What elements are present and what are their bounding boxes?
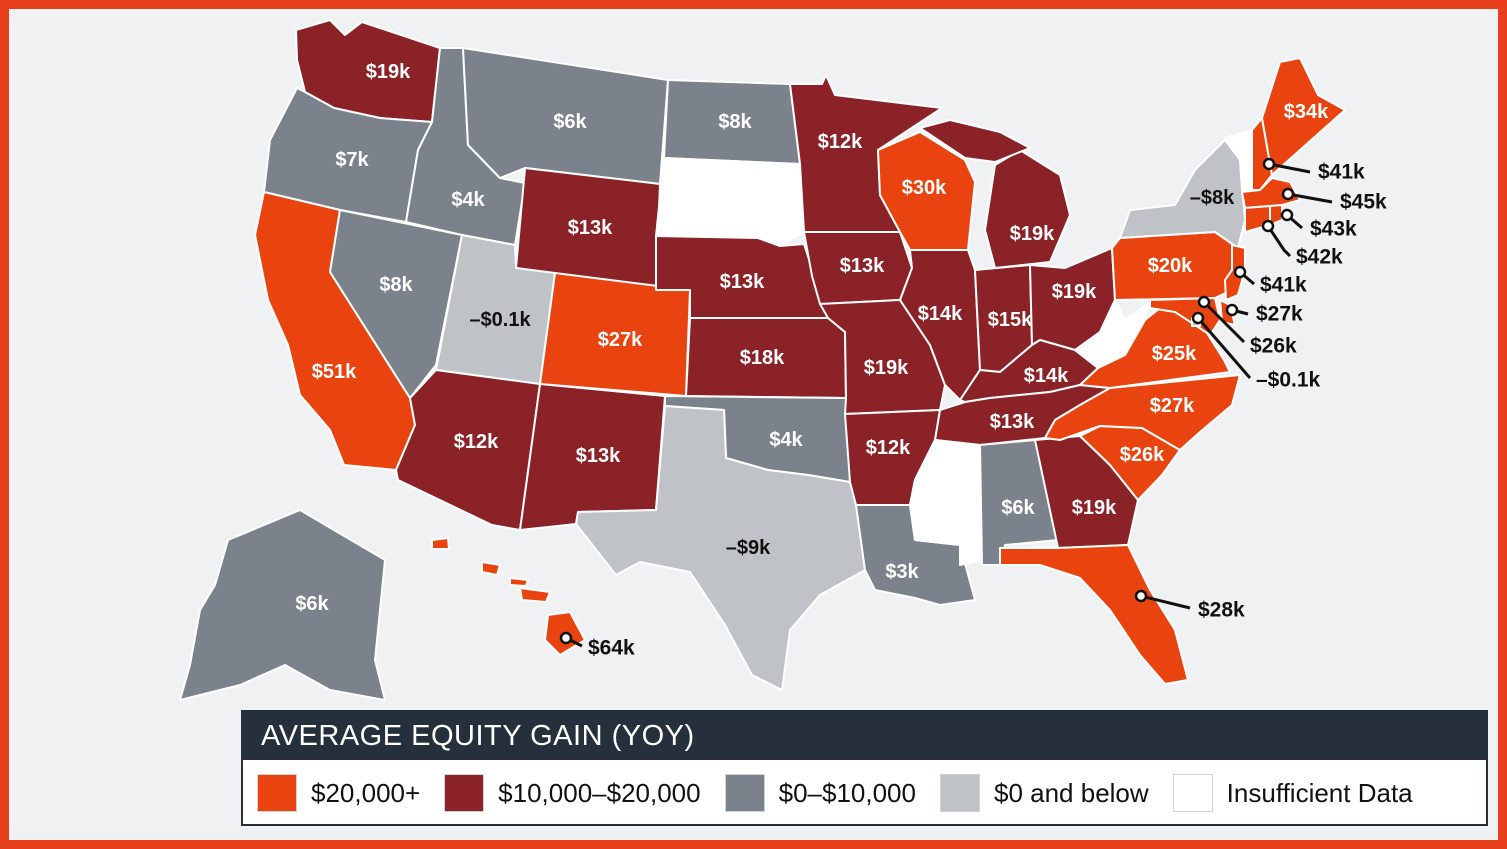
callout-nh: $41k xyxy=(1262,157,1365,184)
label-mt: $6k xyxy=(553,111,587,133)
label-wi: $30k xyxy=(902,177,947,199)
legend-item-0-below: $0 and below xyxy=(939,774,1149,812)
state-hi-maui[interactable] xyxy=(519,587,551,603)
state-hi-molokai[interactable] xyxy=(509,577,529,587)
label-ut: –$0.1k xyxy=(469,309,531,331)
legend-item-10k-20k: $10,000–$20,000 xyxy=(444,774,701,812)
label-pa: $20k xyxy=(1148,255,1193,277)
label-mo: $19k xyxy=(864,357,909,379)
state-mi-up[interactable] xyxy=(919,119,1031,163)
state-vt[interactable] xyxy=(1224,129,1253,191)
state-tx[interactable] xyxy=(575,405,866,691)
legend-items: $20,000+ $10,000–$20,000 $0–$10,000 $0 a… xyxy=(243,760,1486,826)
label-ga: $19k xyxy=(1072,497,1117,519)
callout-ma: $45k xyxy=(1281,187,1387,214)
label-me: $34k xyxy=(1284,101,1329,123)
label-nv: $8k xyxy=(379,274,413,296)
legend-label: $0–$10,000 xyxy=(778,777,916,808)
label-il: $14k xyxy=(918,303,963,325)
legend-label: $10,000–$20,000 xyxy=(498,777,701,808)
label-tn: $13k xyxy=(990,411,1035,433)
state-hi-oahu[interactable] xyxy=(481,561,501,576)
label-or: $7k xyxy=(335,149,369,171)
label-la: $3k xyxy=(885,561,919,583)
state-sd[interactable] xyxy=(655,157,804,247)
callout-ct: $42k xyxy=(1261,219,1343,269)
label-id: $4k xyxy=(451,189,485,211)
state-hi-kauai[interactable] xyxy=(431,537,450,550)
label-in: $15k xyxy=(988,309,1033,331)
label-mi: $19k xyxy=(1010,223,1055,245)
us-map: $19k $7k $51k $8k $4k $6k $13k –$0.1k $2… xyxy=(179,19,1387,701)
legend-item-insufficient: Insufficient Data xyxy=(1172,774,1413,812)
state-mi[interactable] xyxy=(984,149,1071,269)
callout-fl-label: $28k xyxy=(1198,599,1245,622)
callout-dc: –$0.1k xyxy=(1191,311,1321,392)
legend-swatch-maroon xyxy=(444,774,485,812)
legend-swatch-orange xyxy=(257,774,297,812)
callout-md-label: $26k xyxy=(1250,335,1297,358)
callout-hi: $64k xyxy=(559,631,635,660)
map-frame: $19k $7k $51k $8k $4k $6k $13k –$0.1k $2… xyxy=(9,9,1498,840)
callout-hi-label: $64k xyxy=(588,637,635,660)
state-ri[interactable] xyxy=(1269,204,1283,226)
label-wa: $19k xyxy=(366,61,411,83)
state-wv[interactable] xyxy=(1074,299,1151,369)
label-ny: –$8k xyxy=(1190,187,1235,209)
callout-ct-label: $42k xyxy=(1296,246,1343,269)
state-il[interactable] xyxy=(899,249,981,401)
callout-ri: $43k xyxy=(1280,208,1357,241)
state-me[interactable] xyxy=(1261,57,1346,176)
label-wy: $13k xyxy=(568,217,613,239)
callout-nj-label: $41k xyxy=(1260,274,1307,297)
label-tx: –$9k xyxy=(726,537,771,559)
label-nc: $27k xyxy=(1150,395,1195,417)
label-nm: $13k xyxy=(576,445,621,467)
label-ak: $6k xyxy=(295,593,329,615)
callout-de: $27k xyxy=(1225,303,1303,326)
legend-swatch-light xyxy=(939,774,980,812)
legend-swatch-white xyxy=(1172,774,1213,812)
label-va: $25k xyxy=(1152,343,1197,365)
label-oh: $19k xyxy=(1052,281,1097,303)
legend-title: AVERAGE EQUITY GAIN (YOY) xyxy=(243,712,1486,760)
label-al: $6k xyxy=(1001,497,1035,519)
label-mn: $12k xyxy=(818,131,863,153)
label-ok: $4k xyxy=(769,429,803,451)
label-ne: $13k xyxy=(720,271,765,293)
state-nc[interactable] xyxy=(1044,374,1241,451)
label-az: $12k xyxy=(454,431,499,453)
callout-de-label: $27k xyxy=(1256,303,1303,326)
callout-dc-label: –$0.1k xyxy=(1256,369,1321,392)
label-ia: $13k xyxy=(840,255,885,277)
legend-label: $20,000+ xyxy=(311,777,421,808)
label-co: $27k xyxy=(598,329,643,351)
state-ak[interactable] xyxy=(179,509,386,701)
label-ca: $51k xyxy=(312,361,357,383)
callout-nh-label: $41k xyxy=(1318,161,1365,184)
legend-label: Insufficient Data xyxy=(1226,777,1413,808)
label-ky: $14k xyxy=(1024,365,1069,387)
label-sc: $26k xyxy=(1120,444,1165,466)
label-ks: $18k xyxy=(740,347,785,369)
label-ar: $12k xyxy=(866,437,911,459)
state-fl[interactable] xyxy=(999,544,1189,685)
state-nh[interactable] xyxy=(1251,117,1273,191)
legend-item-20k-plus: $20,000+ xyxy=(257,774,420,812)
callout-ma-label: $45k xyxy=(1340,191,1387,214)
label-nd: $8k xyxy=(718,111,752,133)
callout-fl: $28k xyxy=(1134,589,1245,622)
callout-md: $26k xyxy=(1197,295,1297,358)
legend-item-0-10k: $0–$10,000 xyxy=(724,774,916,812)
legend: AVERAGE EQUITY GAIN (YOY) $20,000+ $10,0… xyxy=(241,710,1488,826)
legend-label: $0 and below xyxy=(993,777,1149,808)
callout-nj: $41k xyxy=(1233,265,1307,297)
callout-ri-label: $43k xyxy=(1310,218,1357,241)
legend-swatch-gray xyxy=(724,774,765,812)
